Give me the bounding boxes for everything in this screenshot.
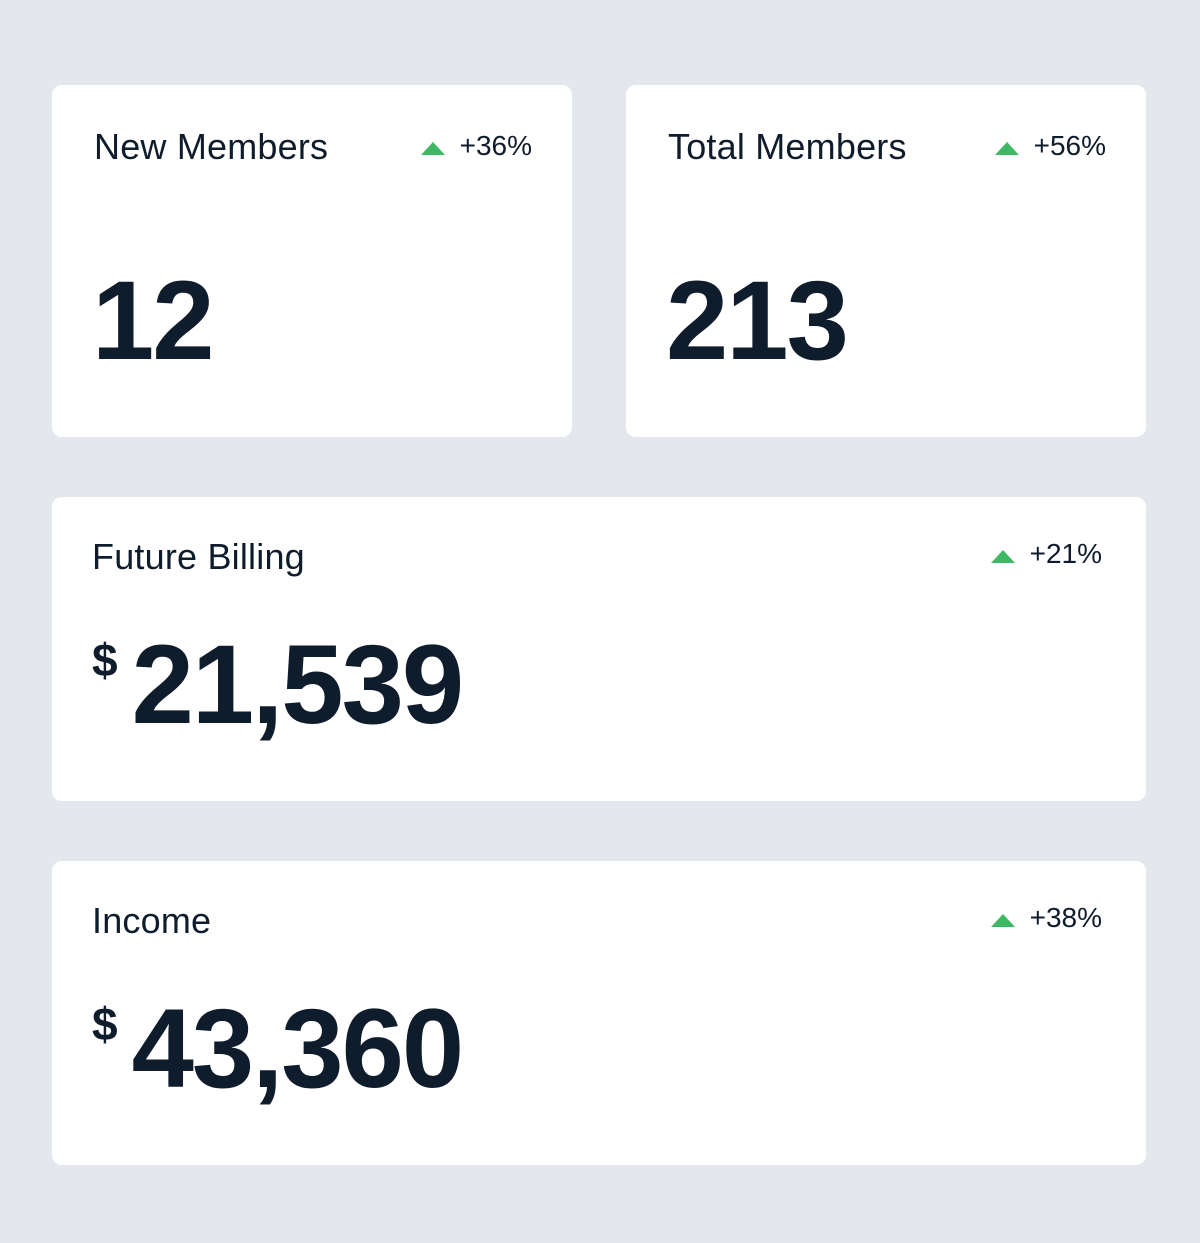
currency-symbol: $ (92, 634, 118, 686)
trend-percentage: +21% (1029, 538, 1102, 569)
triangle-up-icon (990, 913, 1015, 927)
income-card: Income +38% $ 43,360 (52, 861, 1146, 1165)
metric-value: 43,360 (131, 986, 465, 1111)
metric-value: 213 (666, 258, 849, 383)
trend-percentage: +56% (1033, 130, 1106, 161)
trend-percentage: +36% (459, 130, 532, 161)
trend-indicator: +38% (990, 901, 1102, 935)
metric-value: 21,539 (131, 622, 465, 747)
card-title: Income (92, 900, 212, 941)
total-members-card: Total Members +56% 213 (626, 85, 1146, 437)
future-billing-card: Future Billing +21% $ 21,539 (52, 497, 1146, 801)
triangle-up-icon (994, 141, 1019, 155)
trend-indicator: +56% (994, 129, 1106, 163)
trend-percentage: +38% (1029, 902, 1102, 933)
money-value: $ 43,360 (92, 986, 465, 1111)
triangle-up-icon (420, 141, 445, 155)
currency-symbol: $ (92, 998, 118, 1050)
card-title: Total Members (668, 126, 907, 167)
card-title: Future Billing (92, 536, 305, 577)
new-members-card: New Members +36% 12 (52, 85, 572, 437)
trend-indicator: +21% (990, 537, 1102, 571)
card-title: New Members (94, 126, 329, 167)
metric-value: 12 (92, 258, 215, 383)
money-value: $ 21,539 (92, 622, 465, 747)
trend-indicator: +36% (420, 129, 532, 163)
triangle-up-icon (990, 549, 1015, 563)
